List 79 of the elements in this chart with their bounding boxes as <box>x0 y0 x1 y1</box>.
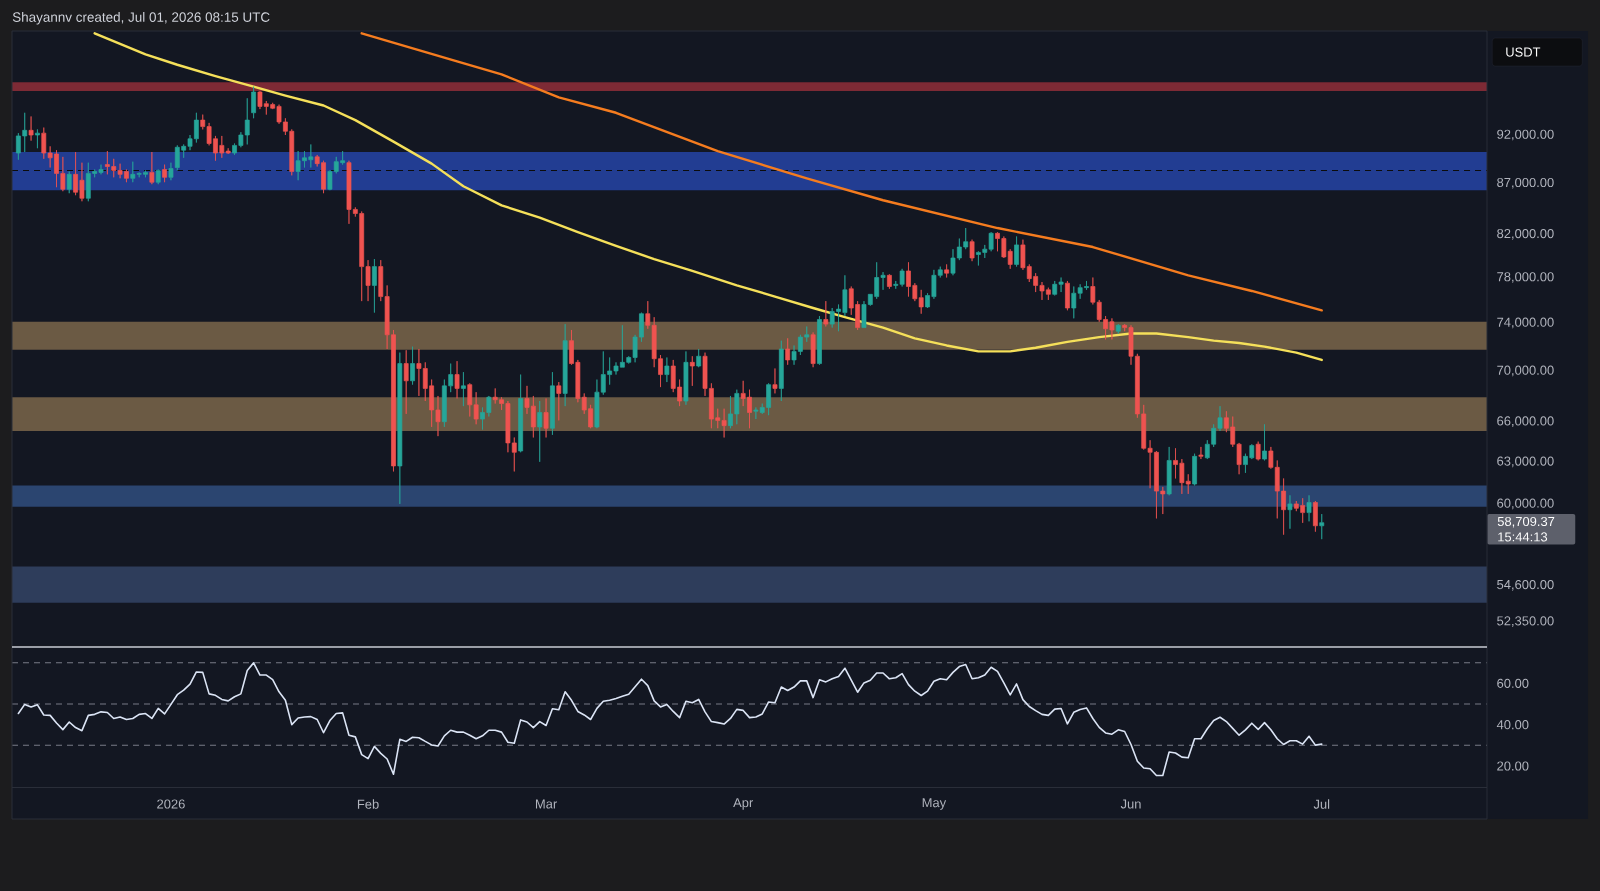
candlestick <box>251 86 256 119</box>
candlestick <box>772 368 778 394</box>
candlestick <box>550 371 555 436</box>
candlestick <box>1268 446 1274 470</box>
candlestick <box>1262 423 1267 461</box>
candlestick <box>562 323 568 407</box>
candlestick <box>537 400 543 463</box>
y-tick-label: 87,000.00 <box>1497 177 1554 189</box>
y-tick-label: 63,000.00 <box>1497 456 1554 468</box>
candlestick <box>887 273 892 290</box>
y-tick-label: 92,000.00 <box>1497 129 1554 141</box>
candlestick <box>1071 286 1077 319</box>
candlestick <box>778 340 784 402</box>
x-tick-label: Apr <box>733 798 754 810</box>
x-tick-label: 2026 <box>157 799 185 809</box>
candlestick <box>817 315 822 366</box>
candlestick <box>518 374 524 453</box>
candlestick <box>1313 500 1318 533</box>
x-tick-label: May <box>922 798 947 810</box>
candlestick <box>397 352 403 505</box>
y-tick-label: 74,000.00 <box>1497 317 1554 329</box>
candlestick <box>467 382 473 417</box>
candlestick <box>473 391 479 425</box>
candlestick <box>969 239 975 262</box>
candlestick <box>168 162 174 181</box>
candlestick <box>461 371 466 407</box>
candlestick <box>1319 513 1325 540</box>
x-tick-label: Jun <box>1120 799 1141 809</box>
y-axis-title: USDT <box>1506 47 1541 57</box>
candlestick <box>1192 453 1197 486</box>
y-tick-label: 52,350.00 <box>1497 616 1554 627</box>
candlestick <box>944 264 950 278</box>
candlestick <box>403 349 409 415</box>
line-series <box>93 32 1323 362</box>
candlestick <box>35 129 40 149</box>
candlestick <box>1198 446 1204 460</box>
candlestick <box>130 161 136 183</box>
candlestick <box>988 231 994 252</box>
candlestick <box>543 398 549 438</box>
candlestick <box>410 346 415 385</box>
text: 58,709.37 <box>1497 516 1555 528</box>
y-tick-label: 82,000.00 <box>1497 228 1554 240</box>
candlestick <box>1306 494 1312 522</box>
x-tick-label: Jul <box>1313 799 1330 809</box>
y-tick-label: 54,600.00 <box>1497 579 1554 591</box>
candlestick <box>696 348 702 368</box>
text: 15:44:13 <box>1498 532 1548 542</box>
candlestick <box>683 351 689 406</box>
x-tick-label: Mar <box>535 799 557 809</box>
chart-title: Shayannv created, Jul 01, 2026 08:15 UTC <box>12 12 270 25</box>
candlestick <box>1115 323 1121 334</box>
candlestick <box>1287 494 1293 530</box>
candlestick <box>454 360 460 399</box>
candlestick <box>664 357 670 383</box>
candlestick <box>162 164 167 183</box>
candlestick <box>149 151 155 185</box>
line-series <box>360 32 1323 312</box>
candlestick <box>28 116 34 141</box>
y-tick-label: 40.00 <box>1496 720 1529 730</box>
candlestick <box>1166 446 1172 496</box>
candlestick <box>556 381 562 421</box>
candlestick <box>689 355 695 387</box>
y-tick-label: 78,000.00 <box>1497 272 1554 283</box>
y-tick-label: 70,000.00 <box>1497 365 1554 377</box>
x-tick-label: Feb <box>357 799 379 809</box>
y-tick-label: 66,000.00 <box>1497 416 1554 428</box>
candlestick <box>1065 280 1070 311</box>
y-tick-label: 60,000.00 <box>1497 498 1554 510</box>
candlestick <box>66 171 72 194</box>
candlestick <box>785 337 791 366</box>
candlestick <box>1090 277 1096 305</box>
y-tick-label: 20.00 <box>1497 761 1529 771</box>
candlestick <box>1014 236 1019 267</box>
candlestick <box>155 169 161 185</box>
candlestick <box>372 258 377 313</box>
candlestick <box>823 300 829 327</box>
candlestick <box>810 332 816 368</box>
y-tick-label: 60.00 <box>1497 678 1529 688</box>
candlestick <box>1255 441 1261 461</box>
